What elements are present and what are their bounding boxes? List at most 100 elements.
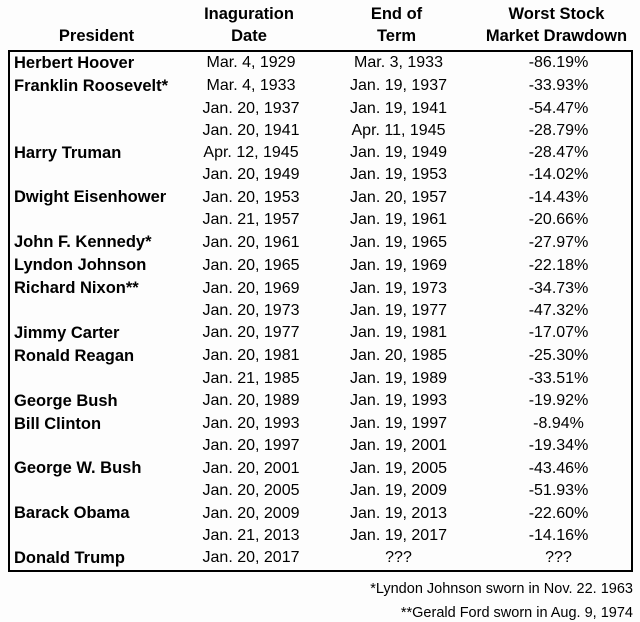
drawdown-cell: -51.93% bbox=[528, 482, 589, 500]
inauguration-date-cell: Jan. 20, 1937 bbox=[202, 99, 300, 117]
president-cell bbox=[10, 480, 187, 502]
header-end-of-term-line1: End of bbox=[370, 5, 423, 23]
inauguration-date-cell: Jan. 20, 1973 bbox=[202, 301, 300, 319]
table-row: Richard Nixon** Jan. 20, 1969 Jan. 19, 197… bbox=[10, 277, 635, 300]
president-cell bbox=[10, 368, 187, 390]
drawdown-cell: -34.73% bbox=[528, 279, 589, 297]
table-row: Barack Obama Jan. 20, 2009 Jan. 19, 2013 -2… bbox=[10, 502, 635, 525]
header-cell-president: President bbox=[8, 3, 185, 47]
table-row: Jan. 20, 1941 Apr. 11, 1945 -28.79% bbox=[10, 120, 635, 142]
president-cell: Herbert Hoover bbox=[14, 53, 135, 72]
inauguration-date-cell: Jan. 20, 1989 bbox=[202, 392, 300, 410]
end-of-term-cell: Jan. 19, 1993 bbox=[350, 392, 447, 410]
end-of-term-cell: Jan. 19, 2005 bbox=[350, 459, 447, 477]
end-of-term-cell: Jan. 19, 2017 bbox=[350, 526, 447, 544]
president-cell: Ronald Reagan bbox=[14, 346, 135, 365]
drawdown-cell: -33.93% bbox=[528, 77, 589, 95]
president-cell bbox=[10, 525, 187, 547]
drawdown-cell: -20.66% bbox=[528, 211, 589, 229]
end-of-term-cell: Jan. 19, 1969 bbox=[350, 256, 447, 274]
end-of-term-cell: Jan. 19, 1941 bbox=[350, 99, 447, 117]
president-cell: Jimmy Carter bbox=[14, 323, 120, 342]
table-row: Franklin Roosevelt* Mar. 4, 1933 Jan. 19, … bbox=[10, 75, 635, 98]
inauguration-date-cell: Mar. 4, 1929 bbox=[206, 54, 296, 72]
header-cell-drawdown: Worst Stock Market Drawdown bbox=[480, 3, 633, 47]
end-of-term-cell: Jan. 20, 1957 bbox=[350, 188, 447, 206]
end-of-term-cell: Jan. 19, 1981 bbox=[350, 324, 447, 342]
drawdown-cell: -28.79% bbox=[528, 121, 589, 139]
table-row: Jan. 20, 2005 Jan. 19, 2009 -51.93% bbox=[10, 480, 635, 502]
table-row: Bill Clinton Jan. 20, 1993 Jan. 19, 1997 -8… bbox=[10, 413, 635, 436]
header-drawdown-line2: Market Drawdown bbox=[485, 27, 628, 45]
drawdown-cell: -47.32% bbox=[528, 301, 589, 319]
table-row: John F. Kennedy* Jan. 20, 1961 Jan. 19, 19… bbox=[10, 231, 635, 254]
president-cell: Bill Clinton bbox=[14, 414, 102, 433]
inauguration-date-cell: Jan. 20, 1941 bbox=[202, 121, 300, 139]
header-inauguration-line1: Inaguration bbox=[204, 5, 294, 23]
president-cell: Barack Obama bbox=[14, 504, 130, 523]
inauguration-date-cell: Jan. 20, 1961 bbox=[202, 233, 300, 251]
end-of-term-cell: Jan. 19, 1949 bbox=[350, 144, 447, 162]
end-of-term-cell: Apr. 11, 1945 bbox=[351, 121, 446, 139]
president-cell bbox=[10, 300, 187, 322]
table-row: Jan. 21, 2013 Jan. 19, 2017 -14.16% bbox=[10, 525, 635, 547]
table-body: Herbert Hoover Mar. 4, 1929 Mar. 3, 1933 -8… bbox=[10, 52, 635, 570]
drawdown-cell: -54.47% bbox=[528, 99, 589, 117]
table-row: Jan. 20, 1937 Jan. 19, 1941 -54.47% bbox=[10, 98, 635, 120]
inauguration-date-cell: Jan. 20, 1977 bbox=[202, 324, 300, 342]
table-row: Harry Truman Apr. 12, 1945 Jan. 19, 1949 -2… bbox=[10, 142, 635, 165]
end-of-term-cell: Jan. 19, 1961 bbox=[350, 211, 447, 229]
president-cell bbox=[10, 436, 187, 458]
end-of-term-cell: Jan. 20, 1985 bbox=[350, 347, 447, 365]
inauguration-date-cell: Jan. 20, 1969 bbox=[202, 279, 300, 297]
table-row: Dwight Eisenhower Jan. 20, 1953 Jan. 20, 1… bbox=[10, 186, 635, 209]
drawdown-cell: -8.94% bbox=[533, 415, 584, 433]
end-of-term-cell: Jan. 19, 1973 bbox=[350, 279, 447, 297]
drawdown-cell: -14.16% bbox=[528, 526, 589, 544]
footnote-ford: **Gerald Ford sworn in Aug. 9, 1974 bbox=[400, 605, 633, 621]
header-inauguration-line2: Date bbox=[231, 27, 267, 45]
president-cell: Richard Nixon** bbox=[14, 279, 139, 298]
end-of-term-cell: Jan. 19, 2001 bbox=[350, 437, 447, 455]
inauguration-date-cell: Mar. 4, 1933 bbox=[206, 77, 296, 95]
footnotes: *Lyndon Johnson sworn in Nov. 22. 1963 *… bbox=[370, 577, 633, 622]
inauguration-date-cell: Jan. 21, 1957 bbox=[202, 211, 300, 229]
header-president-line2: President bbox=[58, 27, 135, 45]
table-row: George Bush Jan. 20, 1989 Jan. 19, 1993 -19… bbox=[10, 390, 635, 413]
drawdown-cell: -14.02% bbox=[528, 166, 589, 184]
president-cell: Donald Trump bbox=[14, 548, 125, 567]
president-cell: George W. Bush bbox=[14, 459, 142, 478]
drawdown-cell: -22.60% bbox=[528, 504, 589, 522]
drawdown-cell: -25.30% bbox=[528, 347, 589, 365]
inauguration-date-cell: Jan. 20, 2009 bbox=[202, 504, 300, 522]
table-border-box: Herbert Hoover Mar. 4, 1929 Mar. 3, 1933 -8… bbox=[8, 50, 633, 572]
table-row: Jan. 21, 1985 Jan. 19, 1989 -33.51% bbox=[10, 368, 635, 390]
drawdown-cell: -27.97% bbox=[528, 233, 589, 251]
inauguration-date-cell: Jan. 20, 1981 bbox=[202, 347, 300, 365]
president-cell bbox=[10, 209, 187, 231]
drawdown-cell: -14.43% bbox=[528, 188, 589, 206]
table-row: Jan. 21, 1957 Jan. 19, 1961 -20.66% bbox=[10, 209, 635, 231]
inauguration-date-cell: Jan. 21, 2013 bbox=[202, 526, 300, 544]
end-of-term-cell: ??? bbox=[385, 549, 412, 567]
inauguration-date-cell: Jan. 20, 1997 bbox=[202, 437, 300, 455]
table-row: Herbert Hoover Mar. 4, 1929 Mar. 3, 1933 -8… bbox=[10, 52, 635, 75]
drawdown-cell: -19.92% bbox=[528, 392, 589, 410]
inauguration-date-cell: Jan. 20, 2001 bbox=[202, 459, 300, 477]
table-row: Jan. 20, 1949 Jan. 19, 1953 -14.02% bbox=[10, 165, 635, 187]
inauguration-date-cell: Jan. 20, 1993 bbox=[202, 415, 300, 433]
inauguration-date-cell: Jan. 20, 2005 bbox=[202, 482, 300, 500]
table-row: Ronald Reagan Jan. 20, 1981 Jan. 20, 1985 -… bbox=[10, 345, 635, 368]
footnote-johnson: *Lyndon Johnson sworn in Nov. 22. 1963 bbox=[370, 581, 633, 597]
table-header: President Inaguration Date End of Term W… bbox=[8, 3, 633, 47]
end-of-term-cell: Mar. 3, 1933 bbox=[354, 54, 443, 72]
president-cell: Dwight Eisenhower bbox=[14, 188, 167, 207]
drawdown-cell: -43.46% bbox=[528, 459, 589, 477]
end-of-term-cell: Jan. 19, 2013 bbox=[350, 504, 447, 522]
drawdown-cell: ??? bbox=[545, 549, 572, 567]
president-cell: George Bush bbox=[14, 391, 118, 410]
inauguration-date-cell: Jan. 20, 2017 bbox=[202, 549, 300, 567]
president-cell bbox=[10, 120, 187, 142]
drawdown-cell: -86.19% bbox=[528, 54, 589, 72]
